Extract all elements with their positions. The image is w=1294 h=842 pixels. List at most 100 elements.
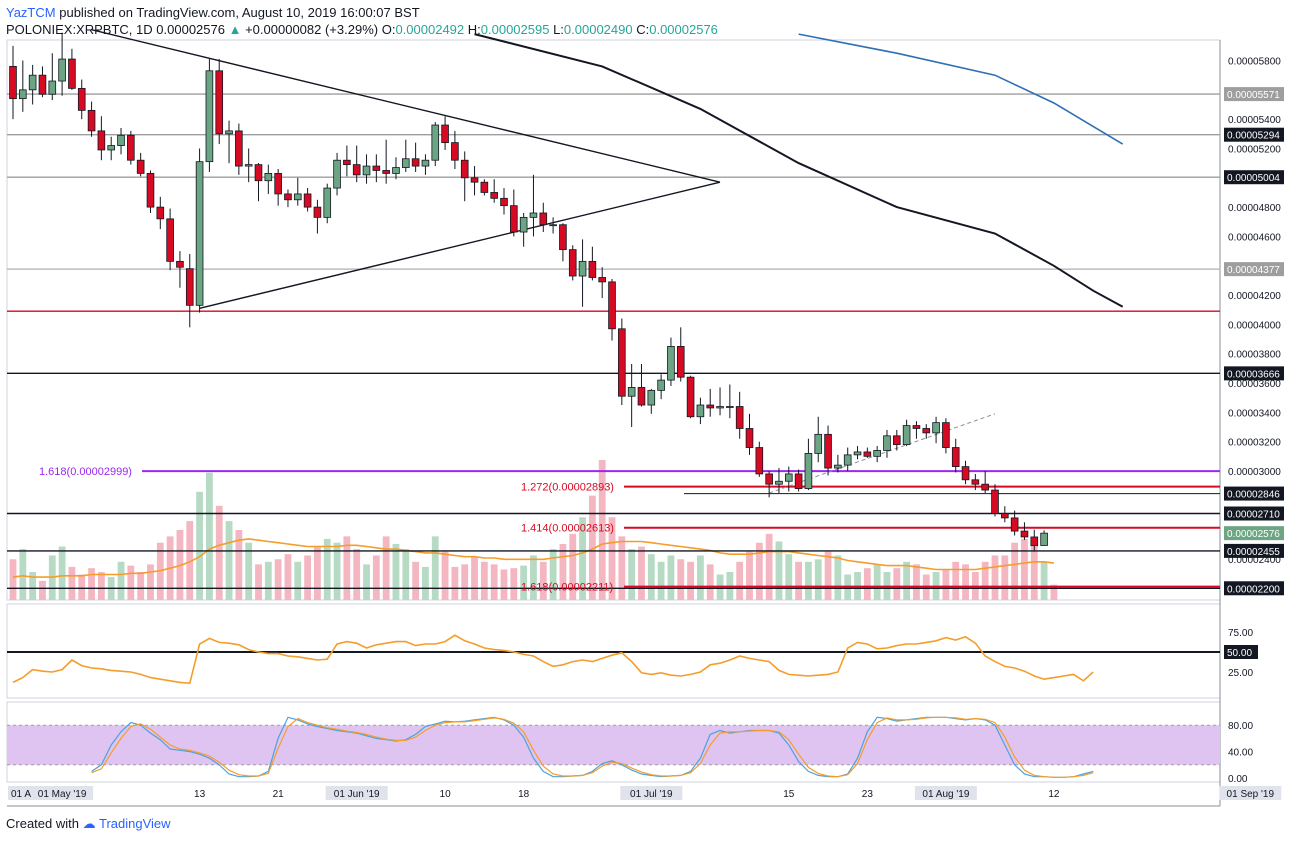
candle (598, 267, 606, 299)
triangle-upper-trendline (91, 29, 721, 183)
volume-bar (913, 564, 920, 600)
fib-label: 1.272(0.00002893) (521, 482, 614, 494)
candle (1001, 506, 1009, 523)
candle (460, 151, 469, 202)
candle (235, 123, 243, 175)
candle (588, 246, 597, 281)
candle-body (343, 159, 351, 166)
price-label: 0.00002200 (1227, 584, 1280, 595)
candle (441, 116, 449, 150)
price-label: 0.00005004 (1227, 173, 1280, 184)
candle (48, 53, 57, 101)
volume-bar (687, 561, 694, 600)
volume-bar (402, 549, 410, 600)
candle (519, 212, 528, 247)
candle (637, 363, 646, 407)
candle (166, 208, 174, 271)
price-tick-label: 0.00005200 (1228, 144, 1281, 155)
volume-bar (68, 566, 76, 600)
volume-bar (755, 542, 763, 600)
candle-body (559, 224, 567, 251)
price-label: 0.00004377 (1227, 265, 1280, 276)
candle-body (480, 181, 489, 193)
volume-bar (962, 564, 969, 600)
candle-body (549, 224, 557, 227)
volume-bar (657, 561, 665, 600)
volume-bar (805, 561, 812, 600)
open-label: O: (381, 22, 396, 37)
candle-body (470, 177, 479, 183)
volume-bar (314, 546, 321, 600)
price-label-bg (1224, 262, 1284, 277)
tradingview-logo-icon[interactable]: ☁ (82, 816, 96, 831)
candle-body (647, 389, 656, 406)
candle (97, 116, 106, 161)
time-label-bg (914, 786, 977, 800)
volume-bar (451, 566, 459, 600)
candle-body (1001, 513, 1009, 519)
candle (529, 174, 538, 237)
time-label-bg (325, 786, 388, 800)
candle (107, 136, 116, 161)
candle-body (676, 345, 685, 378)
candle-body (284, 193, 292, 201)
candle (382, 139, 390, 184)
volume-bar (431, 536, 439, 600)
candle (284, 189, 292, 208)
candle-body (205, 70, 214, 163)
candle (784, 466, 793, 492)
price-tick-label: 0.00003800 (1228, 350, 1281, 361)
time-tick-label: 13 (194, 789, 206, 800)
volume-bar (942, 569, 950, 600)
volume-bar (392, 544, 400, 600)
volume-bar (78, 574, 86, 600)
candle (293, 177, 302, 206)
candle (205, 59, 214, 172)
volume-bar (323, 538, 331, 600)
candle-body (893, 435, 901, 446)
price-label: 0.00005294 (1227, 131, 1280, 142)
candle (853, 446, 862, 460)
candle-body (618, 328, 626, 397)
volume-bar (775, 541, 783, 600)
candle (136, 152, 145, 177)
volume-bar (382, 536, 390, 600)
candle (951, 438, 960, 473)
volume-bar (824, 551, 832, 600)
volume-bar (274, 559, 282, 600)
volume-bar (363, 564, 370, 600)
rsi-tick-label: 25.00 (1228, 668, 1253, 679)
candle-body (136, 159, 145, 174)
candle (215, 59, 224, 145)
volume-bar (215, 505, 223, 600)
candle (618, 318, 626, 406)
candle-body (706, 404, 715, 409)
volume-bar (353, 549, 361, 600)
candle-body (68, 58, 76, 89)
time-tick-label: 01 May '19 (38, 789, 87, 800)
candle (627, 363, 636, 428)
time-tick-label: 18 (518, 789, 530, 800)
stoch-tick-label: 40.00 (1228, 748, 1253, 759)
candle (146, 170, 155, 213)
volume-bar (598, 460, 606, 600)
candle (1040, 530, 1048, 546)
candle-body (48, 80, 57, 95)
candle-body (1010, 517, 1019, 532)
candle-body (166, 218, 174, 262)
candle-body (1040, 532, 1048, 546)
candle-body (195, 161, 204, 306)
candle-body (303, 193, 312, 208)
candle-body (637, 387, 646, 406)
candle (127, 130, 135, 165)
candle-body (765, 473, 773, 485)
volume-bar (530, 555, 537, 600)
tradingview-brand[interactable]: TradingView (99, 816, 171, 831)
candle-body (902, 425, 911, 446)
high-label: H: (467, 22, 481, 37)
candle-body (215, 70, 224, 135)
author-name[interactable]: YazTCM (6, 5, 56, 20)
candle-body (451, 142, 459, 161)
candle (686, 375, 695, 419)
